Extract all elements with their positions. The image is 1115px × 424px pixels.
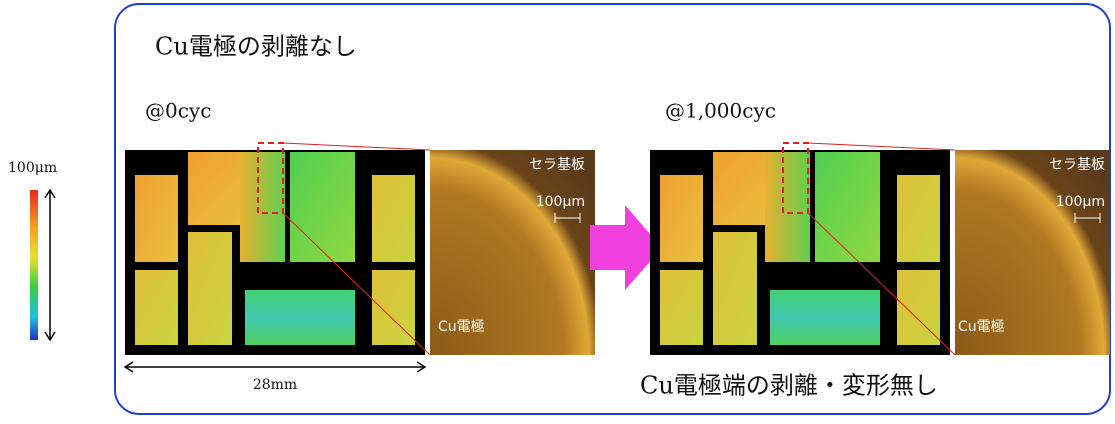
- panel-label: @1,000cyc: [665, 99, 776, 123]
- heatmap: [124, 142, 426, 356]
- range-arrow: [44, 188, 56, 342]
- scale-label: 100μm: [1056, 194, 1105, 210]
- width-arrow: [123, 361, 427, 373]
- scale-legend: 100μm: [8, 160, 57, 176]
- zoom-line: [282, 142, 431, 151]
- substrate-label: セラ基板: [1049, 156, 1105, 173]
- width-label: 28mm: [253, 377, 297, 393]
- panel-label: @0cyc: [145, 99, 211, 123]
- electrode-label: Cu電極: [438, 319, 485, 335]
- scale-bar: [554, 213, 581, 223]
- zoom-line: [807, 142, 956, 151]
- electrode-label: Cu電極: [958, 319, 1005, 335]
- scale-bar: [1074, 213, 1101, 223]
- heatmap: [649, 142, 951, 356]
- arrow: [590, 205, 662, 290]
- color-bar: [30, 190, 38, 340]
- panel-0: @0cyc セラ基板 100μm Cu電極 28mm: [123, 99, 595, 393]
- micrograph: [955, 150, 1110, 355]
- scale-label: 100μm: [536, 194, 585, 210]
- substrate-label: セラ基板: [529, 156, 585, 173]
- zoom-line: [282, 212, 431, 356]
- title: Cu電極の剥離なし: [155, 33, 357, 61]
- zoom-line: [807, 212, 956, 356]
- conclusion: Cu電極端の剥離・変形無し: [640, 372, 938, 400]
- panel-1: @1,000cyc セラ基板 100μm Cu電極: [649, 99, 1110, 356]
- micrograph: [430, 150, 595, 355]
